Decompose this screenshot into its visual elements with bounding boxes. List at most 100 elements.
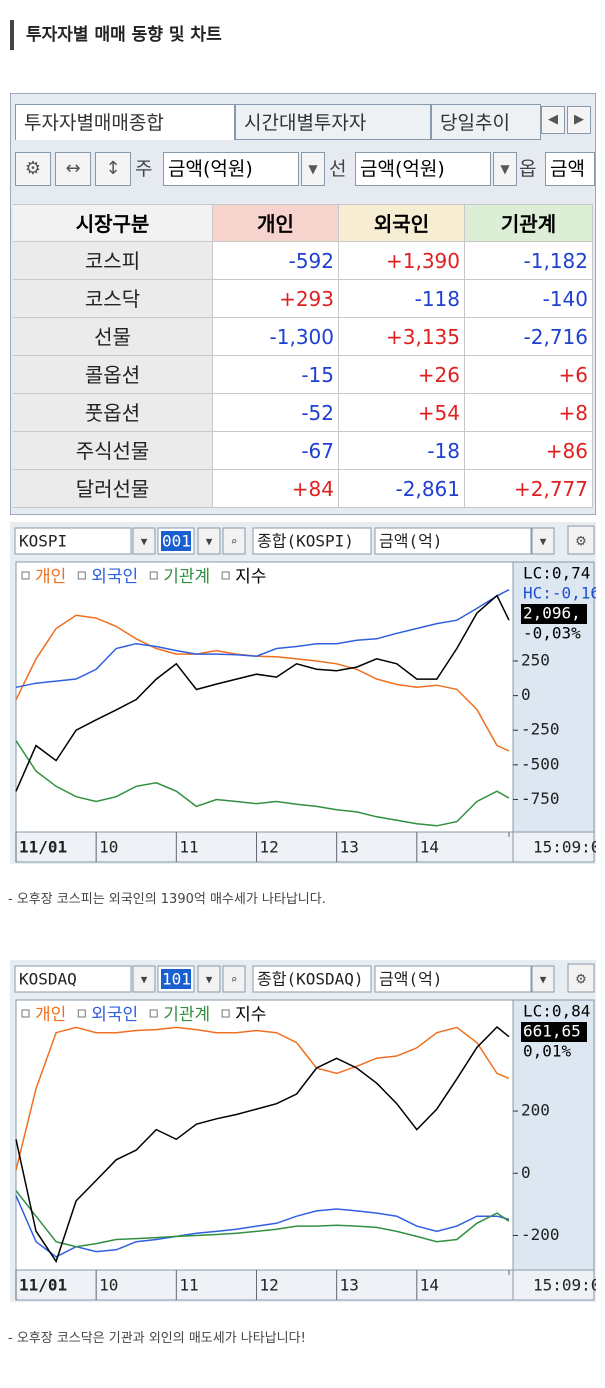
x-tick-label: 11/01 bbox=[19, 1276, 67, 1295]
annotation-box bbox=[521, 604, 587, 624]
row-label: 달러선물 bbox=[13, 470, 213, 508]
column-header: 외국인 bbox=[339, 204, 465, 242]
legend-entry: 지수 bbox=[235, 1005, 266, 1025]
y-tick-label: 0 bbox=[521, 1163, 531, 1182]
row-label: 주식선물 bbox=[13, 432, 213, 470]
row-label: 콜옵션 bbox=[13, 356, 213, 394]
table-value: -1,300 bbox=[213, 318, 339, 356]
x-tick-label: 10 bbox=[99, 1276, 118, 1295]
legend-swatch bbox=[21, 1009, 30, 1018]
table-value: -592 bbox=[213, 242, 339, 280]
toolbar-field bbox=[374, 527, 532, 555]
table-value: +293 bbox=[213, 280, 339, 318]
x-tick-label: 15:09:0 bbox=[533, 1276, 596, 1295]
caption: - 오후장 코스피는 외국인의 1390억 매수세가 나타납니다. bbox=[8, 892, 326, 907]
dropdown-arrow: ▼ bbox=[301, 152, 325, 186]
series-line bbox=[15, 740, 510, 827]
legend-swatch bbox=[221, 571, 230, 580]
legend-swatch bbox=[77, 1009, 86, 1018]
x-axis-area bbox=[15, 831, 514, 863]
series-line bbox=[15, 1190, 510, 1248]
x-tick-label: 11 bbox=[179, 838, 198, 857]
settings-button bbox=[567, 525, 595, 555]
annotation: 0,01% bbox=[523, 1042, 572, 1061]
x-tick-label: 13 bbox=[340, 1276, 359, 1295]
toolbar-field bbox=[252, 527, 372, 555]
settings-icon: ⚙ bbox=[576, 969, 586, 988]
width-button: ↔ bbox=[55, 152, 91, 186]
toolbar-text: 종합(KOSDAQ) bbox=[257, 970, 364, 989]
table-value: -1,182 bbox=[465, 242, 593, 280]
y-tick-label: 200 bbox=[521, 1101, 550, 1120]
table-value: +1,390 bbox=[339, 242, 465, 280]
table-value: -15 bbox=[213, 356, 339, 394]
toolbar-button bbox=[132, 527, 156, 555]
x-axis-right bbox=[512, 831, 595, 863]
settings-button bbox=[567, 963, 595, 993]
row-label: 풋옵션 bbox=[13, 394, 213, 432]
settings-button: ⚙ bbox=[15, 152, 51, 186]
table-value: -2,716 bbox=[465, 318, 593, 356]
x-tick-label: 11 bbox=[179, 1276, 198, 1295]
caption: - 오후장 코스닥은 기관과 외인의 매도세가 나타납니다! bbox=[8, 1331, 306, 1346]
table-value: -67 bbox=[213, 432, 339, 470]
legend-entry: 개인 bbox=[35, 567, 66, 587]
legend-entry: 개인 bbox=[35, 1005, 66, 1025]
toolbar-button bbox=[222, 527, 246, 555]
plot-area bbox=[15, 561, 514, 833]
y-tick-label: 0 bbox=[521, 685, 531, 704]
tab: 시간대별투자자 bbox=[235, 104, 431, 140]
toolbar-field bbox=[252, 965, 372, 993]
toolbar-icon: ▼ bbox=[206, 535, 213, 548]
row-label: 선물 bbox=[13, 318, 213, 356]
right-axis-area bbox=[512, 999, 595, 1271]
toolbar-button bbox=[197, 965, 221, 993]
toolbar-text: 금액(억) bbox=[379, 970, 442, 989]
column-header: 기관계 bbox=[465, 204, 593, 242]
series-line bbox=[15, 589, 510, 689]
row-label: 코스피 bbox=[13, 242, 213, 280]
toolbar-label: 주 bbox=[135, 158, 153, 180]
series-line bbox=[15, 1026, 510, 1171]
settings-icon: ⚙ bbox=[576, 531, 586, 550]
toolbar-button bbox=[531, 965, 555, 993]
dropdown-arrow: ▼ bbox=[493, 152, 517, 186]
toolbar-text: 001 bbox=[162, 532, 191, 551]
tab: 투자자별매매종합 bbox=[15, 104, 235, 140]
y-tick-label: -250 bbox=[521, 720, 560, 739]
annotation-box bbox=[521, 1022, 587, 1042]
toolbar-field bbox=[374, 965, 532, 993]
table-value: -118 bbox=[339, 280, 465, 318]
annotation: 661,65 bbox=[523, 1022, 581, 1041]
table-value: +84 bbox=[213, 470, 339, 508]
series-line bbox=[15, 594, 510, 792]
table-value: +54 bbox=[339, 394, 465, 432]
toolbar-icon: ▼ bbox=[141, 535, 148, 548]
annotation: HC:-0,16 bbox=[523, 584, 596, 603]
y-tick-label: 250 bbox=[521, 651, 550, 670]
x-tick-label: 12 bbox=[259, 1276, 278, 1295]
height-button: ↕ bbox=[95, 152, 131, 186]
legend-entry: 지수 bbox=[235, 567, 266, 587]
toolbar-text: KOSPI bbox=[19, 532, 67, 551]
legend-entry: 기관계 bbox=[163, 567, 210, 587]
toolbar-highlight bbox=[161, 531, 191, 551]
x-tick-label: 12 bbox=[259, 838, 278, 857]
plot-area bbox=[15, 999, 514, 1271]
legend-swatch bbox=[149, 1009, 158, 1018]
toolbar-field: 금액 bbox=[545, 152, 595, 186]
toolbar-field bbox=[14, 527, 132, 555]
y-tick-label: -750 bbox=[521, 789, 560, 808]
tab-scroll-right: ▶ bbox=[567, 106, 591, 134]
x-axis-right bbox=[512, 1269, 595, 1301]
annotation: -0,03% bbox=[523, 624, 581, 643]
table-value: -140 bbox=[465, 280, 593, 318]
table-value: +8 bbox=[465, 394, 593, 432]
toolbar-button bbox=[531, 527, 555, 555]
y-tick-label: -500 bbox=[521, 754, 560, 773]
toolbar-label: 옵 bbox=[519, 158, 537, 180]
column-header: 시장구분 bbox=[13, 204, 213, 242]
legend-entry: 외국인 bbox=[91, 1005, 138, 1025]
toolbar-button bbox=[222, 965, 246, 993]
